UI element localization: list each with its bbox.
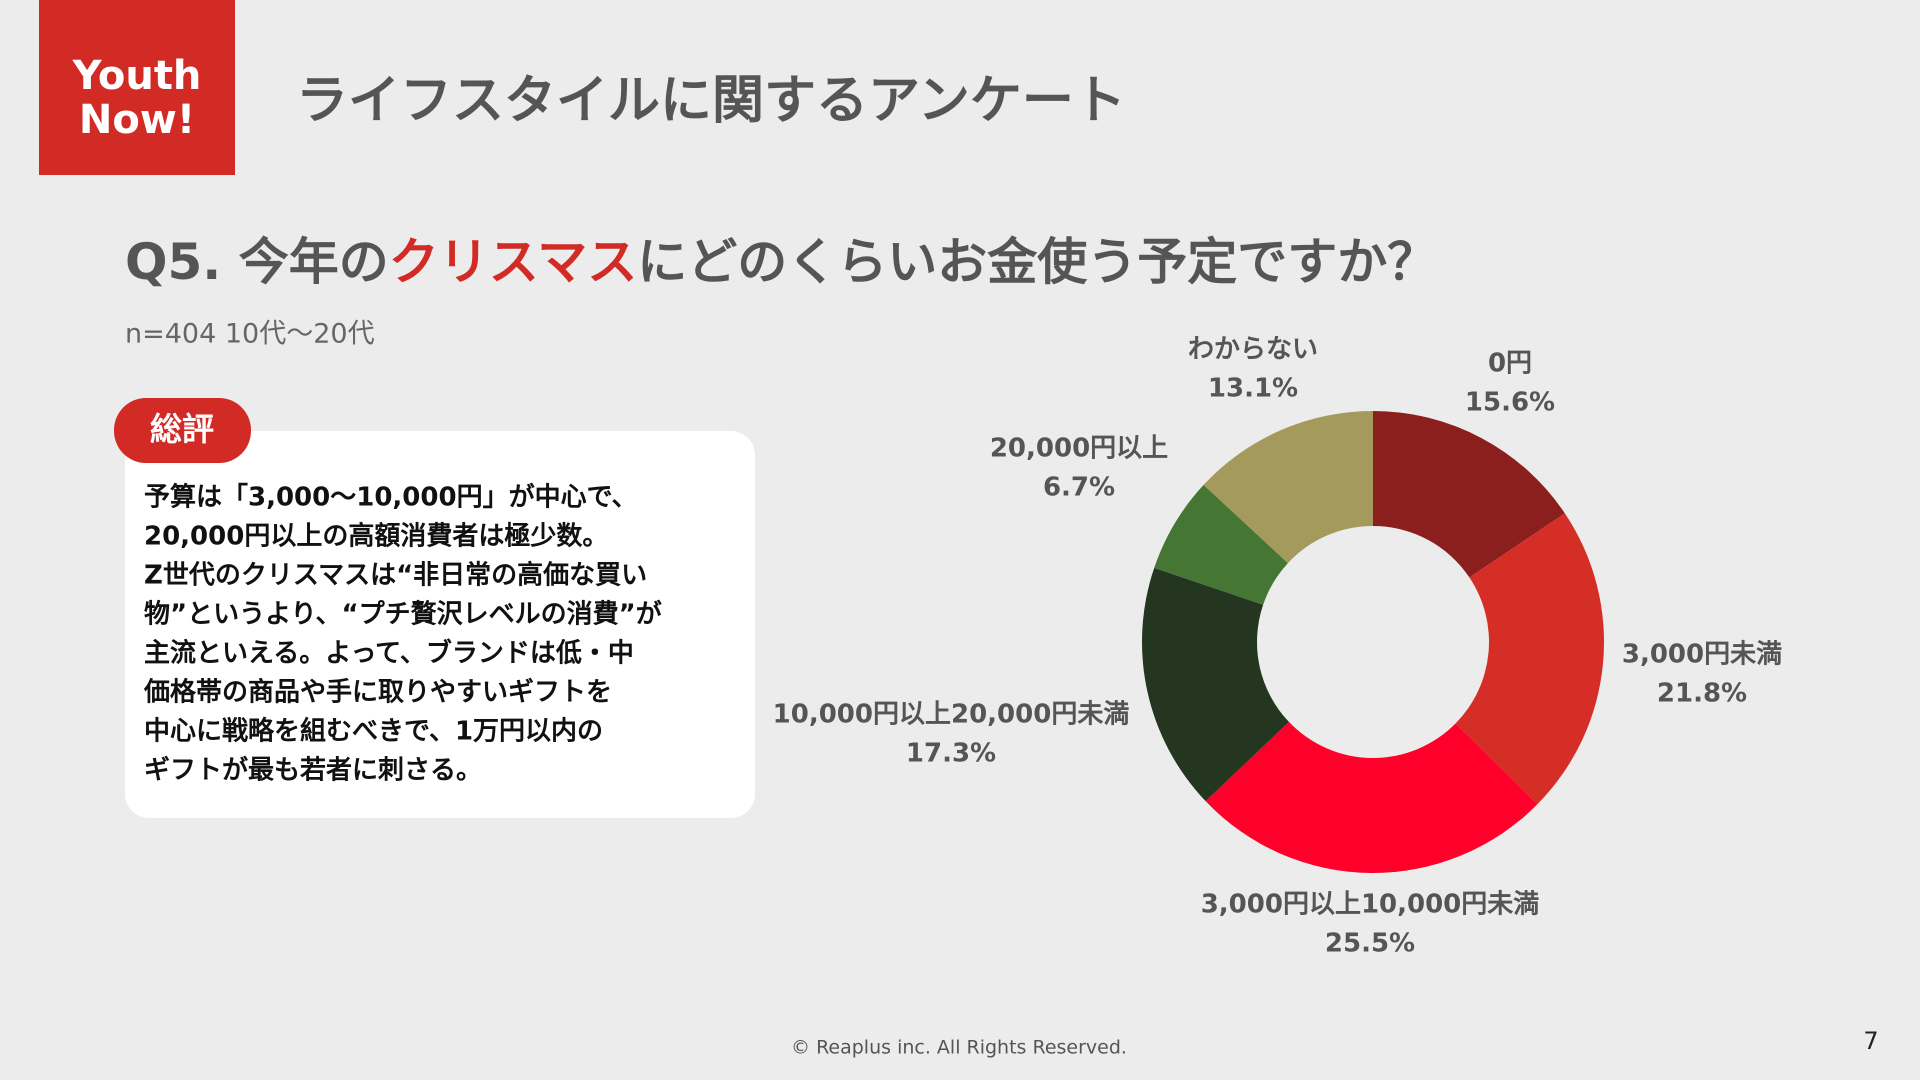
donut-segment [1203, 411, 1373, 564]
value-label: 13.1% [1208, 374, 1298, 404]
value-label: 15.6% [1465, 388, 1555, 418]
category-label: 0円 [1488, 349, 1532, 379]
donut-segment [1142, 567, 1289, 802]
summary-line: 主流といえる。よって、ブランドは低・中 [144, 638, 634, 669]
question-text: にどのくらいお金使う予定ですか？ [637, 233, 1437, 291]
summary-line: 予算は「3,000〜10,000円」が中心で、 [144, 482, 638, 513]
summary-line: 価格帯の商品や手に取りやすいギフトを [143, 677, 612, 708]
summary-line: 20,000円以上の高額消費者は極少数。 [144, 521, 608, 552]
badge-text: 総評 [150, 410, 214, 448]
logo-text: Now! [79, 97, 195, 143]
donut-chart: 0円 15.6% 3,000円未満 21.8% 3,000円以上10,000円未満 25.… [773, 335, 1782, 959]
category-label: 20,000円以上 [990, 434, 1168, 464]
value-label: 17.3% [906, 739, 996, 769]
summary-line: Z世代のクリスマスは“非日常の高価な買い [144, 560, 647, 591]
value-label: 6.7% [1043, 473, 1115, 503]
page-number: 7 [1863, 1027, 1878, 1055]
donut-segment [1373, 411, 1565, 578]
donut-segment [1455, 513, 1604, 805]
donut-segment [1154, 484, 1288, 605]
value-label: 25.5% [1325, 929, 1415, 959]
question: Q5. 今年のクリスマスにどのくらいお金使う予定ですか？ [125, 233, 1437, 291]
summary-line: 物”というより、“プチ贅沢レベルの消費”が [144, 599, 662, 630]
summary-line: ギフトが最も若者に刺さる。 [144, 755, 482, 786]
summary-badge [114, 398, 251, 463]
page-title: ライフスタイルに関するアンケート [296, 71, 1126, 131]
logo-text: Youth [72, 53, 202, 99]
summary-line: 中心に戦略を組むべきで、1万円以内の [144, 716, 603, 747]
category-label: わからない [1188, 335, 1318, 365]
value-label: 21.8% [1657, 679, 1747, 709]
sample-note: n=404 10代〜20代 [125, 319, 375, 350]
footer: © Reaplus inc. All Rights Reserved. [791, 1037, 1127, 1059]
category-label: 10,000円以上20,000円未満 [773, 700, 1130, 730]
donut-segment [1205, 721, 1538, 874]
category-label: 3,000円未満 [1622, 640, 1782, 670]
summary-text: 予算は「3,000〜10,000円」が中心で、 20,000円以上の高額消費者は極… [143, 482, 662, 786]
category-label: 3,000円以上10,000円未満 [1201, 890, 1540, 920]
question-highlight: クリスマス [389, 233, 638, 291]
logo-box [39, 0, 235, 175]
summary-card [125, 431, 755, 818]
question-text: Q5. 今年の [125, 233, 389, 291]
